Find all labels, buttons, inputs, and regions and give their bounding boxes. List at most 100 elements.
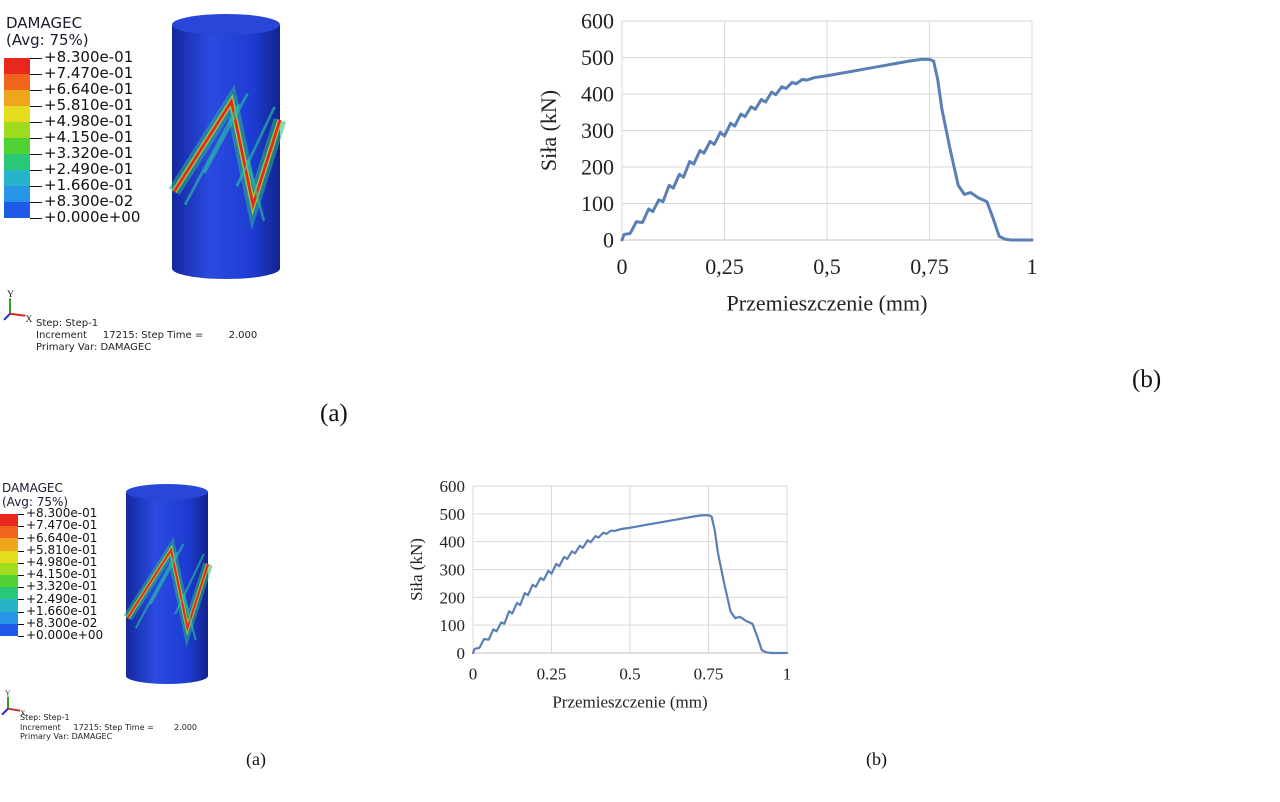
x-tick-label: 0 xyxy=(469,664,478,683)
triad-y-label: Y xyxy=(7,290,14,300)
damage-crack xyxy=(126,547,209,633)
legend-tick xyxy=(18,611,24,613)
legend-tick xyxy=(30,218,42,219)
y-tick-label: 600 xyxy=(581,9,614,34)
triad-x-axis xyxy=(9,312,26,317)
simulation-panel-bottom: DAMAGEC (Avg: 75%) +8.300e-01 +7.470e-01 +6.… xyxy=(0,0,230,750)
cylinder-top xyxy=(126,484,208,500)
legend-tick xyxy=(30,202,42,203)
x-tick-label: 0 xyxy=(617,254,628,279)
legend-value: +7.470e-01 xyxy=(44,64,134,83)
legend-tick xyxy=(18,636,24,637)
legend-value: +2.490e-01 xyxy=(44,160,134,179)
legend-value: +0.000e+00 xyxy=(44,208,141,227)
legend-tick xyxy=(18,562,24,564)
legend-value: +8.300e-02 xyxy=(44,192,134,211)
triad-y-label: Y xyxy=(5,690,11,698)
y-tick-label: 500 xyxy=(581,45,614,70)
step-info-line1: Step: Step-1 xyxy=(36,318,99,329)
legend-swatch xyxy=(4,106,30,122)
force-displacement-line xyxy=(471,514,789,655)
triad-x-axis xyxy=(7,707,21,712)
legend-value: +4.980e-01 xyxy=(26,555,98,570)
x-tick-label: 0,75 xyxy=(910,254,949,279)
simulation-panel-top: DAMAGEC (Avg: 75%) +8.300e-01 +7.470e-01 +6.… xyxy=(0,0,300,370)
x-tick-label: 0.25 xyxy=(537,664,567,683)
y-tick-label: 300 xyxy=(581,118,614,143)
legend-value: +1.660e-01 xyxy=(44,176,134,195)
legend-tick xyxy=(18,587,24,589)
triad-z-axis xyxy=(3,313,11,321)
legend-tick xyxy=(18,538,24,540)
legend-swatch xyxy=(4,122,30,138)
panel-label-a-bottom: (a) xyxy=(246,749,266,769)
legend-value: +6.640e-01 xyxy=(26,530,98,545)
y-tick-label: 600 xyxy=(440,477,466,496)
legend-value: +2.490e-01 xyxy=(26,591,98,606)
legend-value: +4.150e-01 xyxy=(26,567,98,582)
force-displacement-chart-top: 0 100 200 300 400 500 600 0 0,25 0,5 0,75 1 Przemies… xyxy=(536,9,1038,316)
legend-swatch xyxy=(0,611,18,624)
cylinder-top xyxy=(172,14,280,36)
legend-swatch xyxy=(0,599,18,612)
triad-z-axis xyxy=(1,707,9,716)
x-tick-label: 0,25 xyxy=(705,254,744,279)
y-tick-label: 400 xyxy=(581,82,614,107)
legend-value: +7.470e-01 xyxy=(26,518,98,533)
x-tick-label: 0,5 xyxy=(813,254,841,279)
panel-label-a-top: (a) xyxy=(320,400,348,427)
axis-triad: YX xyxy=(3,290,32,325)
legend-tick xyxy=(30,90,42,91)
triad-x-label: X xyxy=(20,708,26,717)
legend-title: DAMAGEC xyxy=(6,14,83,32)
legend-swatch xyxy=(4,170,30,186)
damage-streak xyxy=(134,551,178,629)
legend-subtitle: (Avg: 75%) xyxy=(6,31,89,50)
y-tick-label: 400 xyxy=(440,533,466,552)
triad-x-label: X xyxy=(25,314,32,325)
legend-value: +4.980e-01 xyxy=(44,112,134,131)
damage-streak xyxy=(174,553,205,615)
legend-tick xyxy=(30,138,42,139)
y-tick-label: 100 xyxy=(581,191,614,216)
legend-tick xyxy=(30,170,42,171)
legend-value: +8.300e-01 xyxy=(44,48,134,67)
x-tick-label: 1 xyxy=(1027,254,1038,279)
legend-value: +6.640e-01 xyxy=(44,80,134,99)
legend-swatch xyxy=(4,202,30,218)
legend-swatch xyxy=(0,526,18,539)
legend-value: +5.810e-01 xyxy=(26,542,98,557)
legend-swatch xyxy=(4,58,30,74)
x-tick-label: 0.5 xyxy=(619,664,640,683)
legend-swatch xyxy=(4,154,30,170)
step-info-line2: Increment 17215: Step Time = 2.000 xyxy=(36,330,258,341)
legend-tick xyxy=(18,514,24,515)
y-tick-label: 300 xyxy=(440,560,466,579)
damage-streak xyxy=(203,92,249,174)
legend-swatch xyxy=(4,138,30,154)
y-axis-label: Siła (kN) xyxy=(536,90,561,171)
force-displacement-line xyxy=(620,57,1034,242)
panel-label-b-bottom: (b) xyxy=(866,749,887,769)
step-info-line3: Primary Var: DAMAGEC xyxy=(20,732,113,741)
legend-swatch xyxy=(0,538,18,551)
step-info-line2: Increment 17215: Step Time = 2.000 xyxy=(20,722,198,732)
legend-tick xyxy=(18,623,24,625)
legend-swatch xyxy=(4,186,30,202)
force-displacement-chart-bottom: 0 100 200 300 400 500 600 0 0.25 0.5 0.75 1 Przemies… xyxy=(407,477,791,711)
y-axis-label: Siła (kN) xyxy=(407,538,426,601)
damage-cylinder xyxy=(123,484,213,684)
legend-tick xyxy=(30,186,42,187)
legend-swatch xyxy=(4,74,30,90)
legend-tick xyxy=(18,550,24,552)
y-tick-label: 200 xyxy=(581,155,614,180)
legend-swatch xyxy=(0,562,18,575)
legend-title: DAMAGEC xyxy=(2,481,63,495)
damage-cylinder xyxy=(168,14,287,279)
legend-tick xyxy=(30,74,42,75)
legend-value: +0.000e+00 xyxy=(26,628,104,643)
legend-swatch xyxy=(0,550,18,563)
damage-streak xyxy=(183,103,241,206)
x-tick-label: 0.75 xyxy=(694,664,724,683)
legend-value: +5.810e-01 xyxy=(44,96,134,115)
